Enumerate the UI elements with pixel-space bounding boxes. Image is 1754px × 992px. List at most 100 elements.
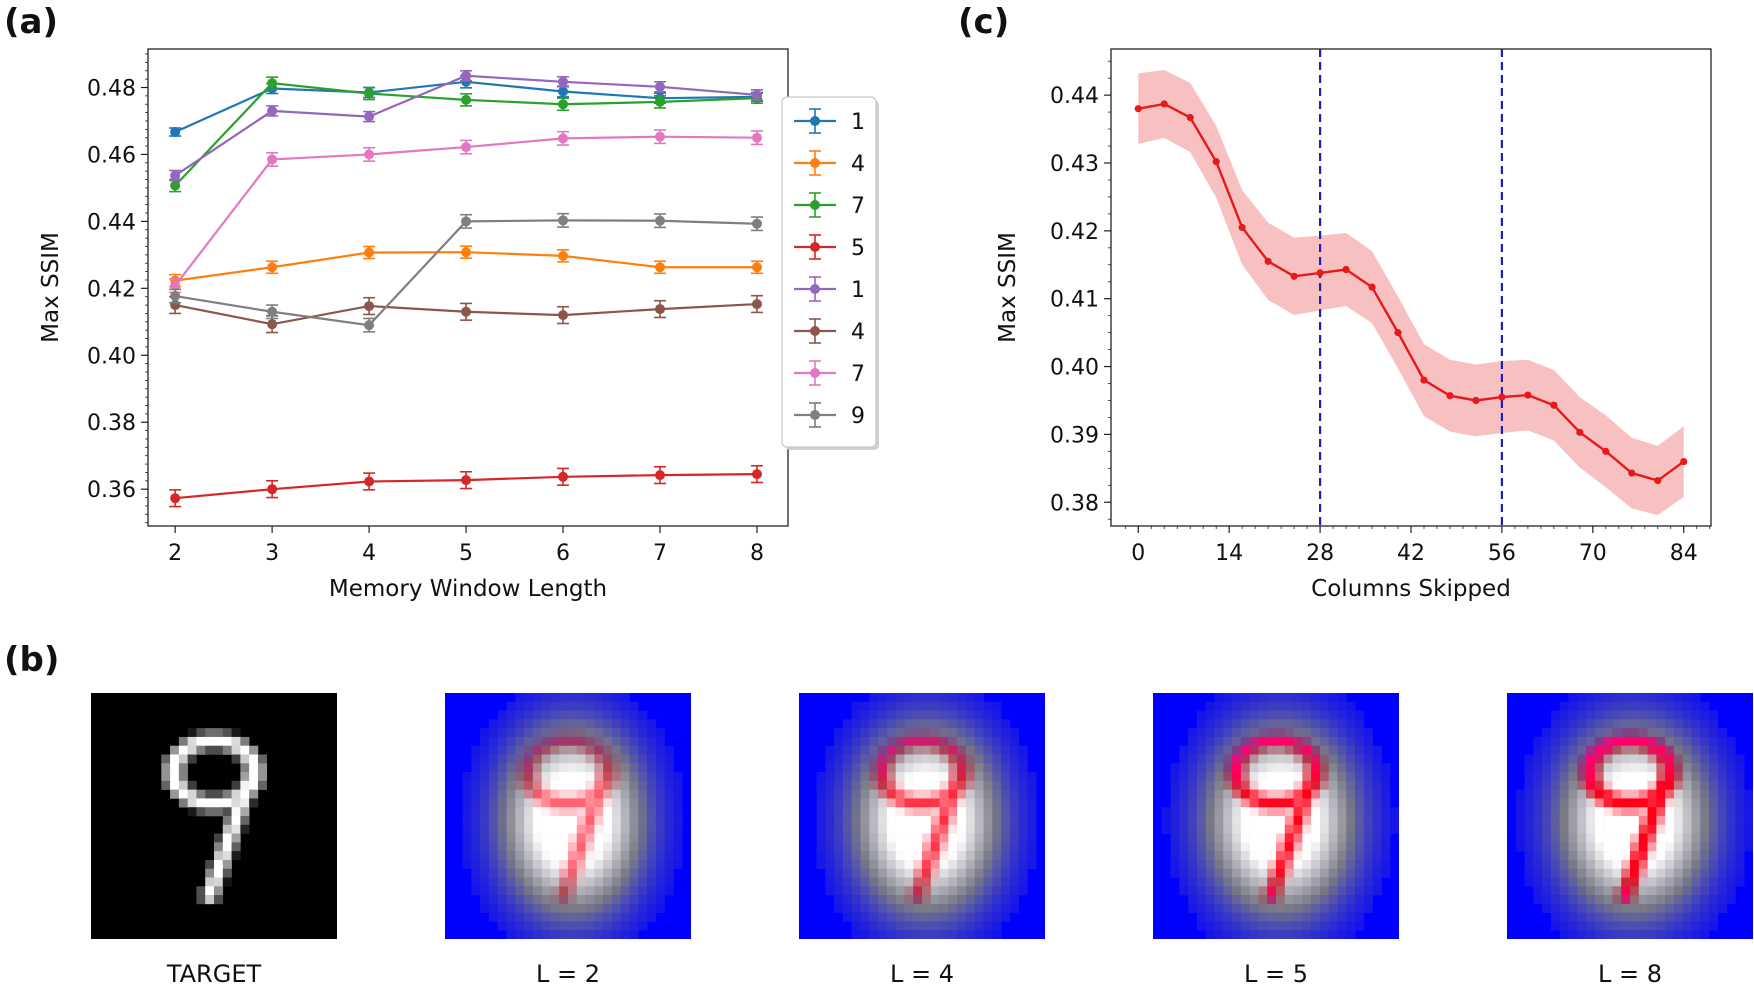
pixel — [816, 772, 826, 782]
pixel — [983, 816, 993, 826]
pixel — [1533, 851, 1543, 861]
pixel — [1302, 930, 1312, 939]
pixel — [576, 921, 586, 931]
pixel — [568, 886, 578, 896]
pixel — [1188, 728, 1198, 738]
pixel — [834, 886, 844, 896]
pixel — [930, 736, 940, 747]
pixel — [1311, 816, 1321, 826]
pixel — [939, 816, 949, 826]
pixel — [878, 736, 888, 747]
pixel — [1533, 816, 1543, 826]
pixel — [1232, 895, 1242, 905]
pixel — [611, 895, 622, 905]
pixel — [664, 877, 674, 887]
pixel — [480, 798, 490, 808]
pixel — [1258, 728, 1268, 738]
pixel — [913, 728, 923, 738]
data-point — [1160, 100, 1168, 108]
pixel — [913, 807, 923, 817]
pixel — [1018, 886, 1028, 896]
pixel — [1258, 719, 1268, 729]
pixel — [1311, 772, 1321, 782]
pixel — [1293, 824, 1303, 834]
pixel — [1179, 824, 1189, 834]
pixel — [1196, 816, 1207, 826]
pixel — [1372, 798, 1382, 808]
pixel — [1542, 798, 1552, 808]
pixel — [524, 789, 534, 799]
x-tick-label: 7 — [653, 541, 667, 566]
pixel — [532, 886, 542, 896]
pixel — [506, 930, 516, 939]
reconstruction-l5-image — [1153, 693, 1399, 939]
pixel — [1319, 763, 1330, 773]
pixel — [1603, 710, 1613, 720]
pixel — [655, 816, 665, 826]
pixel — [1726, 842, 1736, 852]
pixel — [886, 701, 896, 711]
pixel — [161, 763, 171, 773]
pixel — [860, 736, 870, 747]
pixel — [1205, 930, 1215, 939]
pixel — [1188, 798, 1198, 808]
pixel — [1533, 754, 1543, 764]
pixel — [1717, 824, 1727, 834]
pixel — [1682, 780, 1692, 790]
pixel — [913, 789, 923, 799]
pixel — [1691, 816, 1701, 826]
pixel — [1267, 807, 1277, 817]
pixel — [922, 745, 932, 755]
pixel — [673, 789, 683, 799]
pixel — [860, 895, 870, 905]
pixel — [515, 903, 525, 913]
pixel — [603, 754, 613, 764]
pixel — [1603, 763, 1613, 773]
pixel — [647, 886, 657, 896]
pixel — [957, 903, 967, 913]
pixel — [1594, 859, 1604, 870]
y-axis-label: Max SSIM — [38, 232, 64, 343]
pixel — [1656, 912, 1666, 922]
pixel — [1381, 763, 1391, 773]
pixel — [576, 851, 586, 861]
pixel — [1188, 868, 1198, 878]
pixel — [886, 807, 896, 817]
pixel — [992, 754, 1002, 764]
pixel — [1726, 754, 1736, 764]
pixel — [913, 859, 923, 870]
pixel — [205, 798, 215, 808]
pixel — [1647, 824, 1657, 834]
pixel — [471, 859, 481, 870]
pixel — [1293, 903, 1303, 913]
pixel — [930, 693, 940, 703]
pixel — [1346, 754, 1356, 764]
pixel — [1214, 877, 1224, 887]
pixel — [913, 851, 923, 861]
pixel — [541, 921, 551, 931]
pixel — [842, 868, 853, 878]
pixel — [1276, 868, 1286, 878]
pixel — [1009, 886, 1019, 896]
pixel — [1533, 745, 1543, 755]
pixel — [585, 763, 595, 773]
pixel — [1656, 930, 1666, 939]
pixel — [1542, 807, 1552, 817]
pixel — [1346, 701, 1356, 711]
pixel — [948, 824, 958, 834]
pixel — [638, 903, 648, 913]
pixel — [1363, 868, 1373, 878]
pixel — [629, 710, 639, 720]
pixel — [983, 701, 993, 711]
pixel — [1603, 772, 1613, 782]
data-point — [267, 306, 278, 317]
pixel — [1179, 772, 1189, 782]
pixel — [939, 859, 949, 870]
pixel — [1577, 877, 1587, 887]
pixel — [1665, 895, 1675, 905]
pixel — [559, 921, 569, 931]
pixel — [187, 807, 197, 817]
pixel — [1293, 772, 1303, 782]
pixel — [1726, 851, 1736, 861]
pixel — [1223, 701, 1233, 711]
